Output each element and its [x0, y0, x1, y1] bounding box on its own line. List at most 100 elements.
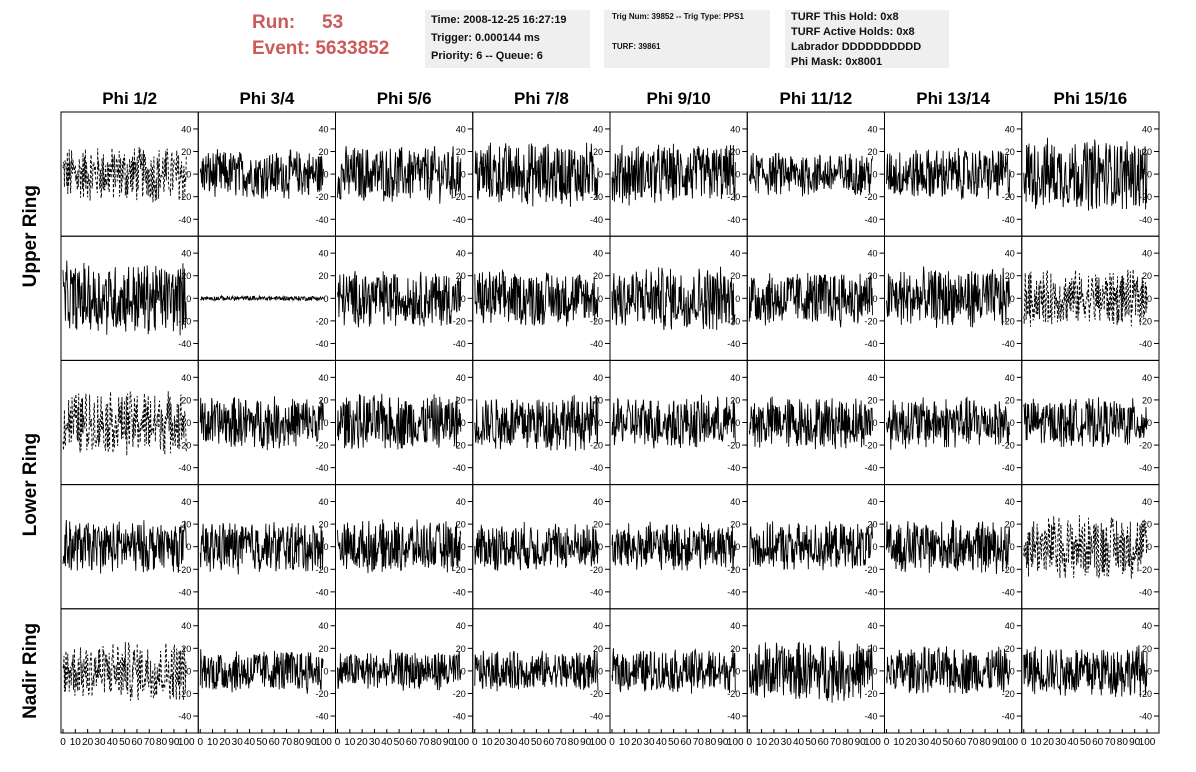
y-tick-label: 40 [1142, 124, 1152, 134]
column-header-4: Phi 7/8 [514, 89, 569, 108]
y-tick-label: 0 [1010, 666, 1015, 676]
x-tick-label: 100 [452, 737, 469, 748]
x-tick-label: 90 [580, 737, 592, 748]
y-tick-label: 0 [735, 418, 740, 428]
y-tick-label: 40 [318, 621, 328, 631]
y-tick-label: 40 [456, 373, 466, 383]
y-tick-label: 0 [461, 170, 466, 180]
y-tick-label: -40 [178, 339, 191, 349]
event-label: Event: [252, 38, 311, 59]
y-tick-label: 20 [456, 395, 466, 405]
y-tick-label: -40 [727, 463, 740, 473]
waveform-trace [611, 143, 736, 206]
y-tick-label: 0 [1147, 170, 1152, 180]
x-tick-label: 70 [693, 737, 705, 748]
y-tick-label: -20 [1002, 441, 1015, 451]
x-tick-label: 20 [1043, 737, 1055, 748]
x-tick-label: 40 [930, 737, 942, 748]
y-tick-label: 40 [1142, 497, 1152, 507]
y-tick-label: 40 [181, 621, 191, 631]
waveform-trace [200, 294, 324, 303]
y-tick-label: -20 [453, 565, 466, 575]
y-tick-label: -40 [864, 215, 877, 225]
y-tick-label: 20 [181, 395, 191, 405]
y-tick-label: -20 [315, 565, 328, 575]
y-tick-label: 0 [323, 170, 328, 180]
y-tick-label: -40 [315, 712, 328, 722]
x-tick-label: 80 [980, 737, 992, 748]
y-tick-label: 20 [867, 271, 877, 281]
y-tick-label: 40 [730, 124, 740, 134]
y-tick-label: -20 [315, 689, 328, 699]
x-tick-label: 0 [1021, 737, 1027, 748]
waveform-trace [748, 396, 873, 450]
x-tick-label: 40 [793, 737, 805, 748]
waveform-trace [199, 396, 324, 451]
y-tick-label: -40 [1002, 463, 1015, 473]
y-tick-label: -40 [1139, 339, 1152, 349]
y-tick-label: -20 [1139, 441, 1152, 451]
column-header-7: Phi 13/14 [916, 89, 990, 108]
y-tick-label: -40 [1139, 463, 1152, 473]
waveform-trace [611, 648, 736, 694]
y-tick-label: 0 [735, 294, 740, 304]
x-tick-label: 10 [482, 737, 494, 748]
waveform-trace [611, 521, 736, 571]
y-tick-label: 20 [318, 271, 328, 281]
y-tick-label: 20 [1005, 271, 1015, 281]
y-tick-label: 20 [1142, 520, 1152, 530]
y-tick-label: -40 [590, 463, 603, 473]
x-tick-label: 100 [1001, 737, 1018, 748]
turf-line: TURF: 39861 [612, 42, 661, 51]
x-tick-label: 80 [293, 737, 305, 748]
column-header-2: Phi 3/4 [239, 89, 294, 108]
y-tick-label: -40 [864, 712, 877, 722]
y-tick-label: 40 [1142, 249, 1152, 259]
y-tick-label: -20 [864, 192, 877, 202]
waveform-trace [1023, 137, 1148, 211]
x-tick-label: 100 [178, 737, 195, 748]
waveform-trace [62, 519, 187, 574]
x-tick-label: 20 [219, 737, 231, 748]
y-tick-label: -20 [178, 565, 191, 575]
y-tick-label: 40 [1005, 373, 1015, 383]
x-tick-label: 50 [805, 737, 817, 748]
waveform-trace [748, 152, 873, 197]
row-label-2: Lower Ring [20, 433, 41, 536]
x-tick-label: 10 [756, 737, 768, 748]
y-tick-label: -20 [1002, 689, 1015, 699]
waveform-trace [337, 519, 462, 574]
y-tick-label: -20 [1002, 316, 1015, 326]
x-tick-label: 10 [1031, 737, 1043, 748]
labrador-line: Labrador DDDDDDDDDD [791, 41, 922, 53]
x-tick-label: 90 [443, 737, 455, 748]
y-tick-label: 20 [1142, 147, 1152, 157]
y-tick-label: 0 [186, 542, 191, 552]
y-tick-label: 0 [1147, 666, 1152, 676]
x-tick-label: 10 [70, 737, 82, 748]
waveform-trace [886, 147, 1011, 200]
waveform-trace [474, 394, 599, 451]
y-tick-label: -40 [864, 587, 877, 597]
y-tick-label: -20 [864, 689, 877, 699]
y-tick-label: -40 [1002, 712, 1015, 722]
run-event-panel: Run: 53 Event: 5633852 [252, 10, 389, 62]
x-tick-label: 90 [992, 737, 1004, 748]
y-tick-label: 40 [593, 124, 603, 134]
y-tick-label: 40 [456, 497, 466, 507]
x-tick-label: 50 [119, 737, 131, 748]
y-tick-label: 40 [730, 621, 740, 631]
x-tick-label: 70 [967, 737, 979, 748]
x-tick-label: 30 [1055, 737, 1067, 748]
waveform-trace [337, 146, 462, 204]
y-tick-label: 20 [456, 520, 466, 530]
x-tick-label: 80 [842, 737, 854, 748]
y-tick-label: 20 [318, 147, 328, 157]
y-tick-label: -40 [178, 463, 191, 473]
x-tick-label: 10 [344, 737, 356, 748]
y-tick-label: 20 [593, 520, 603, 530]
y-tick-label: 20 [456, 644, 466, 654]
x-tick-label: 0 [60, 737, 66, 748]
x-tick-label: 90 [168, 737, 180, 748]
y-tick-label: 20 [181, 520, 191, 530]
